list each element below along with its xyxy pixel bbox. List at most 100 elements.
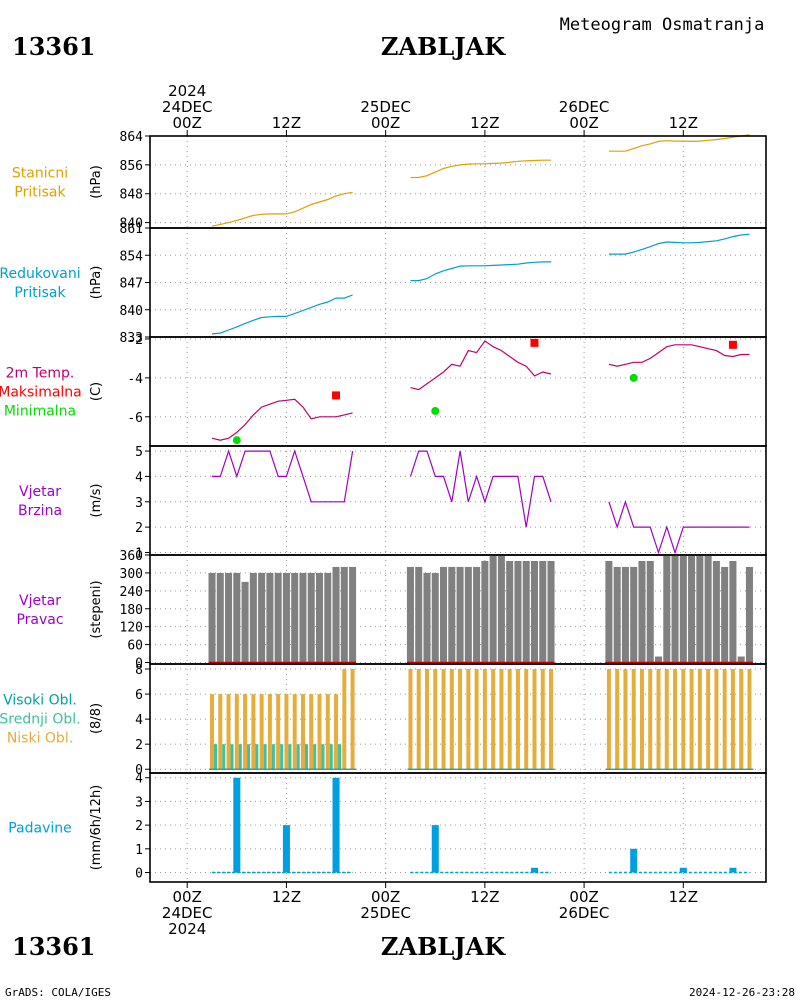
series-line-station_pressure	[608, 134, 750, 152]
y-tick-label: 2	[135, 521, 143, 536]
y-tick-label: 840	[120, 304, 143, 319]
low-cloud-bar	[697, 669, 702, 770]
panel-reduced_pressure: 833 840 847 854 861 (hPa) Redukovani Pritisak	[0, 222, 767, 346]
panel-label: Niski Obl.	[7, 731, 73, 747]
wind-direction-bar	[630, 566, 638, 663]
x-tick-label-bottom: 12Z	[470, 888, 499, 906]
station-name-bottom: ZABLJAK	[381, 932, 506, 961]
x-tick-label-top: 00Z	[371, 114, 400, 132]
mid-cloud-bar	[214, 744, 218, 770]
y-tick-label: 848	[120, 188, 143, 203]
x-tick-label-bottom: 00Z	[173, 888, 202, 906]
series-line-wind_speed	[409, 450, 552, 528]
panel-wind_speed: 1 2 3 4 5 (m/s) Vjetar Brzina	[18, 445, 767, 561]
low-cloud-bar	[458, 669, 463, 770]
panel-unit: (mm/6h/12h)	[89, 785, 104, 871]
low-cloud-bar	[515, 669, 520, 770]
panel-unit: (stepeni)	[89, 580, 104, 638]
precip-bar	[282, 825, 290, 873]
wind-direction-bar	[712, 560, 720, 663]
series-line-wind_speed	[608, 499, 750, 555]
low-cloud-bar	[689, 669, 694, 770]
x-tick-label-bottom: 12Z	[669, 888, 698, 906]
low-cloud-bar	[747, 669, 752, 770]
precip-bar	[679, 867, 687, 873]
x-tick-label-bottom: 25DEC	[360, 904, 411, 922]
low-cloud-bar	[226, 694, 231, 770]
low-cloud-bar	[648, 669, 653, 770]
y-tick-label: 861	[120, 222, 143, 237]
panel-unit: (hPa)	[89, 165, 104, 199]
panel-label: Pritisak	[14, 185, 66, 201]
panel-unit: (C)	[89, 382, 104, 401]
mid-cloud-bar	[222, 744, 226, 770]
low-cloud-bar	[267, 694, 272, 770]
wind-direction-bar	[299, 572, 307, 663]
y-tick-label: 4	[135, 772, 143, 787]
precip-bar	[530, 867, 538, 873]
tmax-marker	[530, 338, 539, 347]
wind-direction-bar	[415, 566, 423, 663]
panel-temperature: -6 -4 -2 (C) 2m Temp. Maksimalna Minimalna	[0, 333, 767, 447]
y-tick-label: 240	[120, 585, 143, 600]
wind-direction-bar	[745, 566, 753, 663]
tmax-marker	[332, 391, 341, 400]
wind-direction-bar	[671, 555, 679, 663]
timestamp-text: 2024-12-26-23:28	[689, 986, 795, 999]
station-name-top: ZABLJAK	[381, 32, 506, 61]
low-cloud-bar	[350, 669, 355, 770]
low-cloud-bar	[234, 694, 239, 770]
wind-direction-bar	[406, 566, 414, 663]
low-cloud-bar	[623, 669, 628, 770]
series-line-temperature	[608, 344, 750, 367]
series-line-station_pressure	[211, 191, 353, 227]
low-cloud-bar	[730, 669, 735, 770]
low-cloud-bar	[408, 669, 413, 770]
wind-direction-bar	[233, 572, 241, 663]
panel-clouds: 0 2 4 6 8 (8/8) Visoki Obl. Srednji Obl. Niski O…	[0, 663, 767, 778]
low-cloud-bar	[549, 669, 554, 770]
series-line-station_pressure	[410, 159, 551, 179]
wind-direction-bar	[258, 572, 266, 663]
series-line-reduced_pressure	[211, 294, 353, 335]
wind-direction-bar	[481, 560, 489, 663]
wind-direction-bar	[473, 566, 481, 663]
y-tick-label: -2	[127, 333, 143, 348]
y-tick-label: 3	[135, 795, 143, 810]
wind-direction-bar	[423, 572, 431, 663]
y-tick-label: 180	[120, 603, 143, 618]
x-tick-label-bottom: 00Z	[371, 888, 400, 906]
panel-label: Visoki Obl.	[3, 693, 77, 709]
series-line-reduced_pressure	[410, 261, 551, 282]
wind-direction-bar	[605, 560, 613, 663]
wind-direction-bar	[440, 566, 448, 663]
y-tick-label: 854	[120, 249, 144, 264]
wind-direction-bar	[539, 560, 547, 663]
low-cloud-bar	[243, 694, 248, 770]
low-cloud-bar	[292, 694, 297, 770]
mid-cloud-bar	[304, 744, 308, 770]
low-cloud-bar	[251, 694, 256, 770]
low-cloud-bar	[424, 669, 429, 770]
wind-direction-bar	[613, 566, 621, 663]
panel-frame	[149, 772, 767, 883]
mid-cloud-bar	[313, 744, 317, 770]
wind-direction-bar	[208, 572, 216, 663]
low-cloud-bar	[639, 669, 644, 770]
wind-direction-bar	[621, 566, 629, 663]
precip-bar	[233, 777, 241, 873]
wind-direction-bar	[249, 572, 257, 663]
precip-bar	[431, 825, 439, 873]
panel-frame	[149, 227, 767, 338]
panel-station_pressure: 840 848 856 864 (hPa) Stanicni Pritisak	[12, 130, 767, 232]
wind-direction-bar	[448, 566, 456, 663]
low-cloud-bar	[606, 669, 611, 770]
precip-bar	[630, 848, 638, 873]
credit-text: GrADS: COLA/IGES	[5, 986, 111, 999]
low-cloud-bar	[482, 669, 487, 770]
y-tick-label: -4	[127, 372, 143, 387]
y-tick-label: 1	[135, 843, 143, 858]
low-cloud-bar	[416, 669, 421, 770]
mid-cloud-bar	[329, 744, 333, 770]
y-tick-label: 864	[120, 130, 144, 145]
